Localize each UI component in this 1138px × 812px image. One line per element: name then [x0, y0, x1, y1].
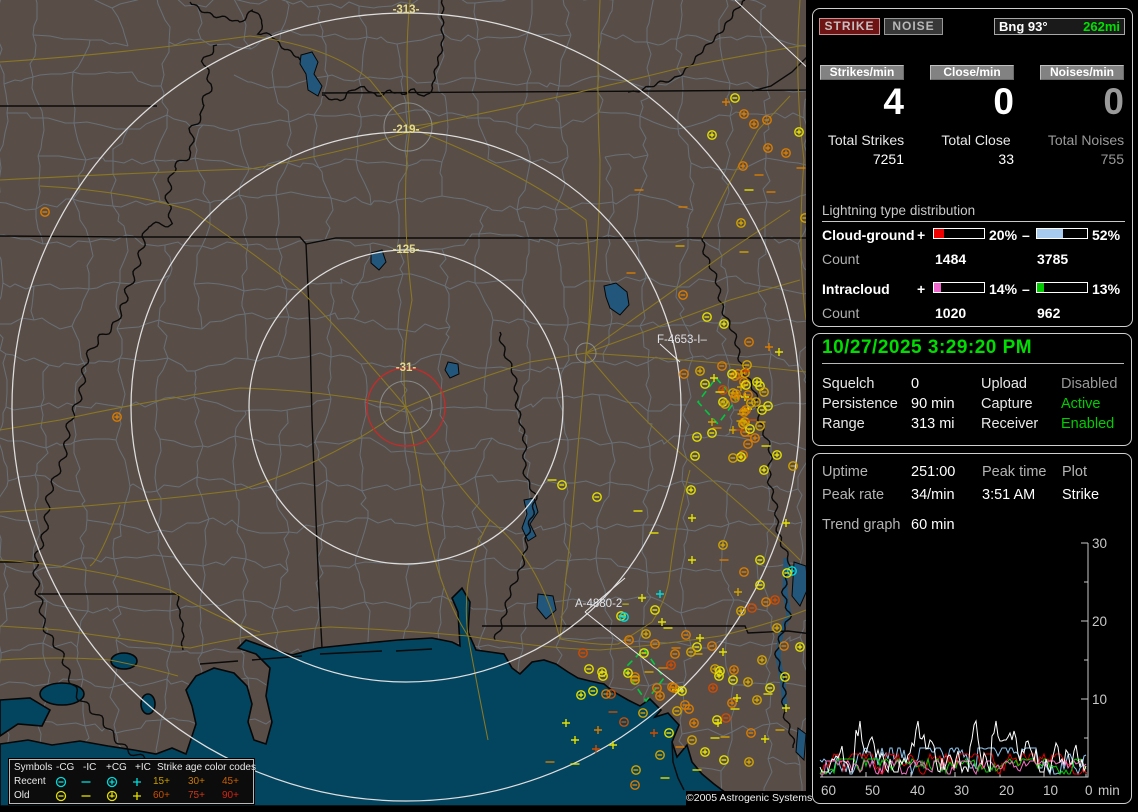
svg-text:10: 10 — [1043, 783, 1058, 798]
svg-text:50: 50 — [865, 783, 880, 798]
svg-text:A-4880-2–: A-4880-2– — [575, 598, 629, 610]
svg-text:0: 0 — [1085, 783, 1093, 798]
svg-text:-219-: -219- — [393, 124, 420, 136]
svg-text:30: 30 — [1092, 536, 1107, 551]
svg-text:20: 20 — [1092, 614, 1107, 629]
svg-text:-313-: -313- — [393, 4, 420, 16]
svg-text:F-4653-I–: F-4653-I– — [657, 334, 707, 346]
svg-text:-125-: -125- — [393, 244, 420, 256]
svg-text:60: 60 — [821, 783, 836, 798]
svg-text:20: 20 — [999, 783, 1014, 798]
svg-text:40: 40 — [910, 783, 925, 798]
svg-text:-31-: -31- — [396, 362, 417, 374]
svg-text:10: 10 — [1092, 692, 1107, 707]
svg-text:30: 30 — [954, 783, 969, 798]
svg-text:min: min — [1098, 783, 1120, 798]
